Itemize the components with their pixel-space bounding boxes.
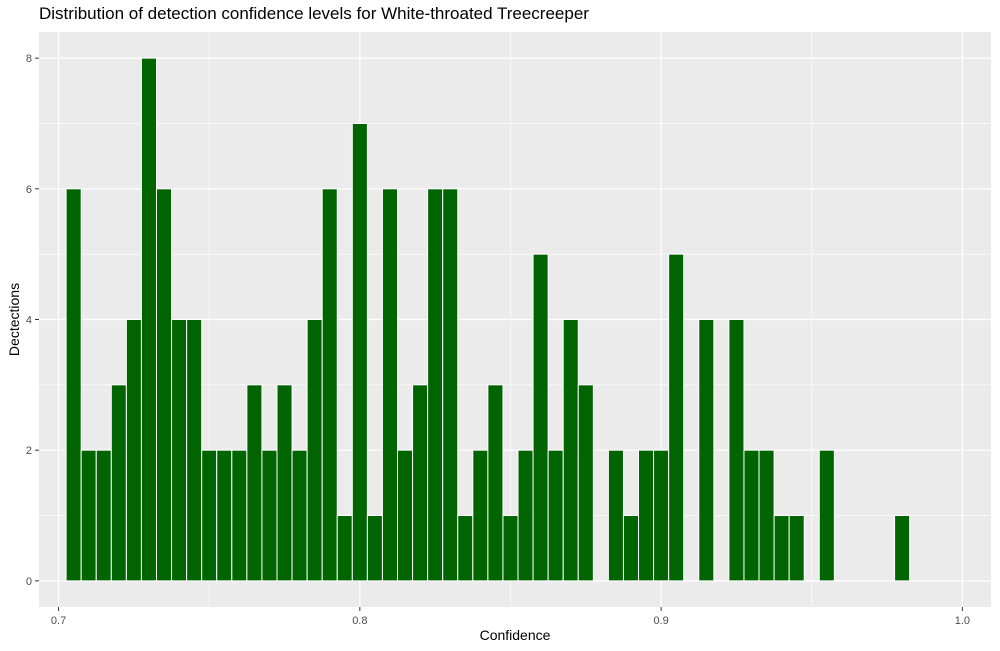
histogram-bar — [291, 449, 308, 582]
histogram-bar — [607, 449, 624, 582]
chart-title: Distribution of detection confidence lev… — [39, 4, 589, 23]
histogram-bar — [472, 449, 489, 582]
histogram-bar — [171, 319, 188, 582]
histogram-bar — [728, 319, 745, 582]
histogram-bar — [246, 384, 263, 582]
histogram-bar — [397, 449, 414, 582]
histogram-bar — [95, 449, 112, 582]
histogram-bar — [80, 449, 97, 582]
histogram-bar — [818, 449, 835, 582]
x-tick-label: 0.9 — [653, 615, 668, 627]
histogram-bar — [427, 188, 444, 582]
x-tick-label: 0.8 — [352, 615, 367, 627]
histogram-bar — [622, 515, 640, 582]
histogram-bar — [412, 384, 429, 582]
histogram-bar — [668, 253, 685, 582]
y-axis-title: Dectections — [6, 283, 22, 356]
histogram-bar — [442, 188, 459, 582]
histogram-bar — [743, 449, 760, 582]
y-tick-label: 8 — [26, 53, 32, 65]
histogram-bar — [261, 449, 278, 582]
histogram-bar — [517, 449, 534, 582]
x-tick-label: 0.7 — [51, 615, 66, 627]
histogram-bar — [532, 253, 549, 582]
y-axis: 0 2 4 6 8 — [26, 53, 39, 588]
histogram-bar — [336, 515, 353, 582]
histogram-bar — [366, 515, 383, 582]
histogram-bar — [351, 122, 368, 582]
histogram-bar — [577, 384, 594, 582]
y-tick-label: 6 — [26, 184, 32, 196]
histogram-bar — [773, 515, 790, 582]
histogram-bar — [653, 449, 670, 582]
histogram-bar — [487, 384, 504, 582]
x-axis-title: Confidence — [480, 627, 551, 643]
histogram-bar — [231, 449, 248, 582]
histogram-bar — [306, 319, 323, 582]
histogram-bar — [457, 515, 474, 582]
histogram-bar — [562, 319, 579, 582]
histogram-bar — [201, 449, 218, 582]
histogram-bar — [216, 449, 233, 582]
y-tick-label: 4 — [26, 315, 32, 327]
x-axis: 0.7 0.8 0.9 1.0 — [51, 607, 970, 627]
histogram-bar — [502, 515, 519, 582]
histogram-bar — [321, 188, 338, 582]
y-tick-label: 0 — [26, 576, 32, 588]
histogram-bar — [758, 449, 775, 582]
histogram-bar — [381, 188, 399, 582]
bar-series — [65, 57, 911, 582]
histogram-bar — [276, 384, 293, 582]
histogram-bar — [155, 188, 173, 582]
y-tick-label: 2 — [26, 445, 32, 457]
histogram-bar — [788, 515, 805, 582]
histogram-bar — [125, 319, 142, 582]
histogram-bar — [186, 319, 203, 582]
histogram-bar — [698, 319, 715, 582]
x-tick-label: 1.0 — [955, 615, 970, 627]
histogram-bar — [65, 188, 82, 582]
histogram-bar — [894, 515, 911, 582]
histogram-bar — [638, 449, 655, 582]
histogram-bar — [547, 449, 564, 582]
histogram-bar — [140, 57, 157, 582]
histogram-bar — [110, 384, 127, 582]
